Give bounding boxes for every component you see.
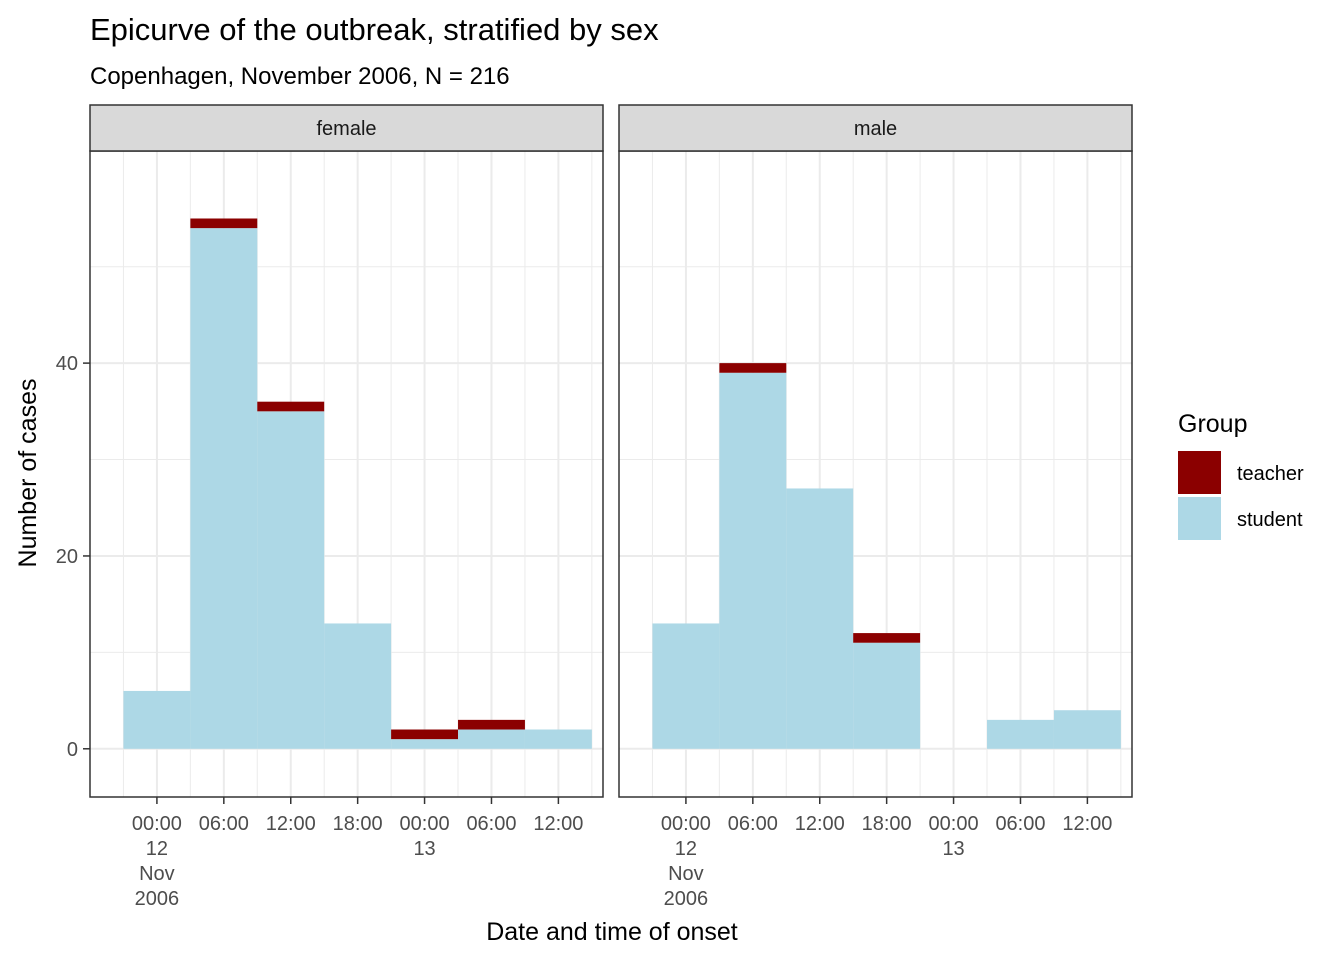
x-tick-label: 06:00 [466,813,516,835]
bar-teacher [257,401,325,412]
x-tick-label: 06:00 [199,813,249,835]
y-tick-label: 20 [56,546,78,568]
x-tick-label: 00:00 13 [929,813,979,860]
bar-student [391,739,459,749]
x-tick-label: 00:00 13 [400,813,450,860]
bar-student [987,719,1054,749]
legend-key-student [1178,497,1221,540]
x-tick-label: 12:00 [1062,813,1112,835]
legend-label-teacher: teacher [1237,463,1304,485]
x-tick-label: 06:00 [995,813,1045,835]
chart-title: Epicurve of the outbreak, stratified by … [90,12,659,47]
y-axis-title: Number of cases [14,379,42,568]
bar-student [458,729,525,749]
legend-title: Group [1178,410,1247,438]
facet-panel-female: female 00:00 12 Nov 2006 06:00 12:00 18:00 00:00… [56,104,604,910]
x-tick-label: 00:00 12 Nov 2006 [661,813,711,910]
legend-label-student: student [1237,509,1303,531]
facet-strip [89,104,604,152]
x-tick-label: 18:00 [333,813,383,835]
bar-student [719,372,787,749]
legend-key-teacher [1178,451,1221,494]
bar-teacher [458,719,525,730]
facet-panel-male: male 00:00 12 Nov 2006 06:00 12:00 18:00 00:00 13… [618,104,1133,910]
bar-student [190,228,258,749]
legend: Group teacher student [1178,410,1304,540]
y-tick-label: 0 [67,739,78,761]
facet-strip [618,104,1133,152]
x-tick-label: 12:00 [795,813,845,835]
bar-student [324,623,392,749]
x-tick-label: 00:00 12 Nov 2006 [132,813,182,910]
chart-subtitle: Copenhagen, November 2006, N = 216 [90,63,510,90]
bar-student [123,690,191,749]
facet-strip-label: female [316,118,376,140]
x-tick-label: 06:00 [728,813,778,835]
bar-teacher [719,363,787,373]
bar-student [524,729,592,749]
bar-student [853,642,921,749]
x-tick-label: 12:00 [266,813,316,835]
facet-strip-label: male [854,118,897,140]
x-axis-title: Date and time of onset [486,918,738,946]
bar-teacher [391,729,459,740]
bar-student [1053,710,1121,749]
bar-student [786,488,854,749]
bar-teacher [190,218,258,229]
y-tick-label: 40 [56,353,78,375]
x-tick-label: 12:00 [533,813,583,835]
x-tick-label: 18:00 [862,813,912,835]
bar-student [257,411,325,749]
bar-teacher [853,633,921,643]
facet-panels: female 00:00 12 Nov 2006 06:00 12:00 18:00 00:00… [56,104,1133,910]
bar-student [652,623,720,749]
